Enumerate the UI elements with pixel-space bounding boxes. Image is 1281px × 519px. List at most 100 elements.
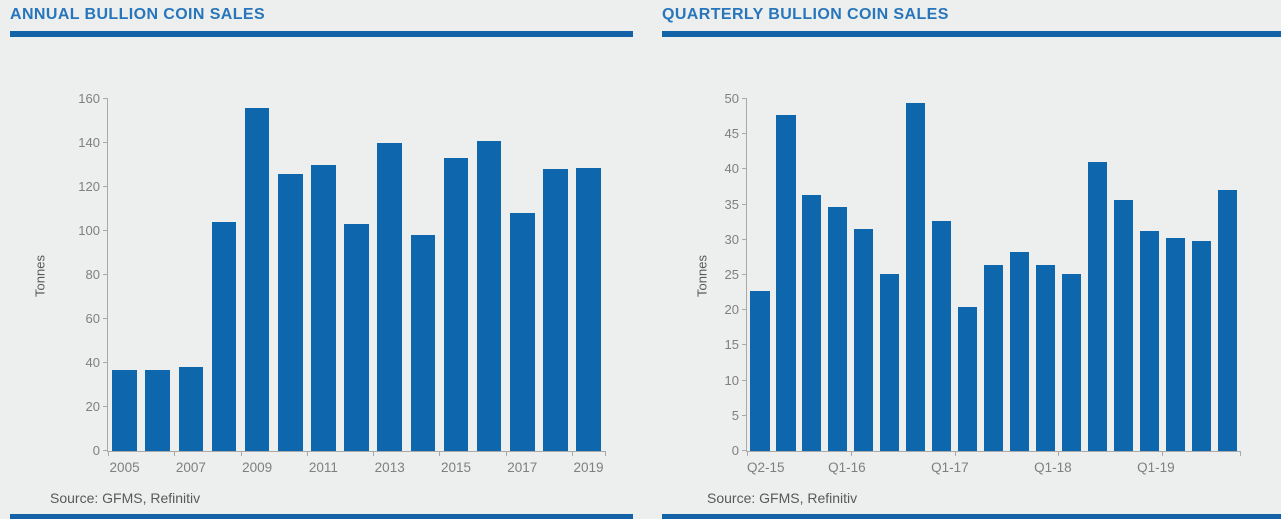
y-tick-label: 25 bbox=[724, 267, 739, 282]
bar-slot bbox=[825, 99, 851, 451]
bar-2017 bbox=[510, 213, 535, 451]
next-section-rule bbox=[662, 514, 1281, 519]
bar-Q3-18 bbox=[1087, 162, 1107, 451]
plot-area: 0 20 40 60 80 100 120 140 160 2005 2007 2009 2011 20… bbox=[78, 91, 606, 475]
y-tick-mark bbox=[103, 450, 108, 451]
x-tick-mark bbox=[571, 451, 573, 456]
bar-Q4-18 bbox=[1113, 199, 1133, 451]
x-tick-spacer bbox=[406, 460, 439, 475]
bar-2018 bbox=[543, 169, 568, 451]
bar-slot bbox=[174, 99, 207, 451]
bar-slot bbox=[1136, 99, 1162, 451]
bar-slot bbox=[340, 99, 373, 451]
bar-slot bbox=[747, 99, 773, 451]
y-tick-mark bbox=[103, 318, 108, 319]
x-axis-tick-labels: 2005 2007 2009 2011 2013 2015 2017 2019 bbox=[108, 460, 605, 475]
y-axis-title: Tonnes bbox=[32, 255, 48, 297]
x-tick-mark bbox=[954, 451, 956, 456]
bar-slot bbox=[851, 99, 877, 451]
y-tick-label: 0 bbox=[92, 443, 100, 458]
bar-Q3-16 bbox=[880, 273, 900, 451]
x-tick-spacer bbox=[1072, 460, 1094, 475]
bar-slot bbox=[108, 99, 141, 451]
x-tick-mark bbox=[306, 451, 308, 456]
x-tick-spacer bbox=[990, 460, 1012, 475]
x-tick-spacer bbox=[207, 460, 240, 475]
y-axis-tick-labels: 0 5 10 15 20 25 30 35 40 45 50 bbox=[695, 91, 739, 458]
bar-Q1-18 bbox=[1035, 265, 1056, 451]
x-tick-mark bbox=[439, 451, 441, 456]
x-tick-mark bbox=[174, 451, 176, 456]
x-tick-mark bbox=[373, 451, 375, 456]
bar-slot bbox=[373, 99, 406, 451]
bar-Q2-19 bbox=[1165, 238, 1185, 451]
y-tick-mark bbox=[103, 142, 108, 143]
x-tick-spacer bbox=[969, 460, 991, 475]
y-tick-mark bbox=[742, 238, 747, 240]
bar-slot bbox=[903, 99, 929, 451]
bar-Q4-15 bbox=[802, 194, 822, 451]
y-tick-label: 50 bbox=[724, 91, 739, 106]
x-tick-spacer bbox=[1093, 460, 1115, 475]
bar-Q1-16 bbox=[828, 207, 848, 451]
x-tick-label: 2007 bbox=[175, 460, 206, 475]
y-tick-label: 15 bbox=[724, 337, 739, 353]
bar-2015 bbox=[443, 158, 469, 451]
x-tick-spacer bbox=[274, 460, 307, 475]
y-tick-mark bbox=[103, 186, 108, 187]
bar-slot bbox=[1007, 99, 1033, 451]
bar-slot bbox=[981, 99, 1007, 451]
y-axis-tick-labels: 0 20 40 60 80 100 120 140 160 bbox=[56, 91, 100, 458]
x-tick-spacer bbox=[340, 460, 373, 475]
x-tick-mark bbox=[1162, 451, 1164, 456]
x-tick-spacer bbox=[539, 460, 572, 475]
bar-slot bbox=[572, 99, 605, 451]
quarterly-bullion-chart: QUARTERLY BULLION COIN SALES Tonnes 0 5 10… bbox=[662, 6, 1281, 513]
y-tick-label: 20 bbox=[724, 302, 739, 318]
x-tick-label: Q1-18 bbox=[1034, 460, 1072, 475]
x-tick-mark bbox=[108, 451, 109, 456]
y-tick-label: 80 bbox=[85, 267, 100, 282]
x-tick-spacer bbox=[1115, 460, 1137, 475]
y-tick-label: 5 bbox=[731, 407, 739, 423]
bar-series bbox=[108, 99, 605, 451]
title-underline-rule bbox=[662, 31, 1281, 37]
x-tick-label: Q2-15 bbox=[747, 460, 785, 475]
bar-slot bbox=[1214, 99, 1240, 451]
y-tick-label: 40 bbox=[85, 355, 100, 370]
x-tick-label: 2011 bbox=[308, 460, 338, 475]
bar-series bbox=[747, 99, 1240, 451]
y-tick-mark bbox=[742, 344, 747, 346]
bar-slot bbox=[773, 99, 799, 451]
bar-2005 bbox=[112, 369, 137, 451]
source-note: Source: GFMS, Refinitiv bbox=[707, 490, 858, 506]
bar-Q1-17 bbox=[932, 220, 952, 451]
x-tick-spacer bbox=[866, 460, 888, 475]
y-tick-mark bbox=[103, 406, 108, 407]
x-tick-mark bbox=[605, 451, 606, 456]
x-tick-spacer bbox=[1218, 460, 1240, 475]
bar-slot bbox=[207, 99, 240, 451]
y-tick-mark bbox=[742, 414, 747, 416]
bar-slot bbox=[1110, 99, 1136, 451]
y-tick-label: 160 bbox=[78, 91, 100, 106]
bar-slot bbox=[1162, 99, 1188, 451]
chart-title: QUARTERLY BULLION COIN SALES bbox=[662, 6, 949, 23]
x-tick-spacer bbox=[1012, 460, 1034, 475]
x-tick-spacer bbox=[1175, 460, 1197, 475]
bar-Q4-17 bbox=[1009, 251, 1030, 451]
bar-slot bbox=[929, 99, 955, 451]
bar-slot bbox=[1188, 99, 1214, 451]
next-section-rule bbox=[10, 514, 633, 519]
y-tick-mark bbox=[103, 362, 108, 363]
y-tick-mark bbox=[742, 274, 747, 275]
bar-Q1-19 bbox=[1139, 231, 1159, 451]
y-tick-label: 0 bbox=[731, 443, 739, 458]
annual-bullion-chart: ANNUAL BULLION COIN SALES Tonnes 0 20 40 60… bbox=[10, 6, 633, 513]
x-tick-label: Q1-16 bbox=[828, 460, 866, 475]
bar-2006 bbox=[145, 369, 170, 451]
y-tick-mark bbox=[742, 450, 747, 451]
x-tick-label: Q1-19 bbox=[1137, 460, 1175, 475]
x-tick-mark bbox=[850, 451, 852, 456]
